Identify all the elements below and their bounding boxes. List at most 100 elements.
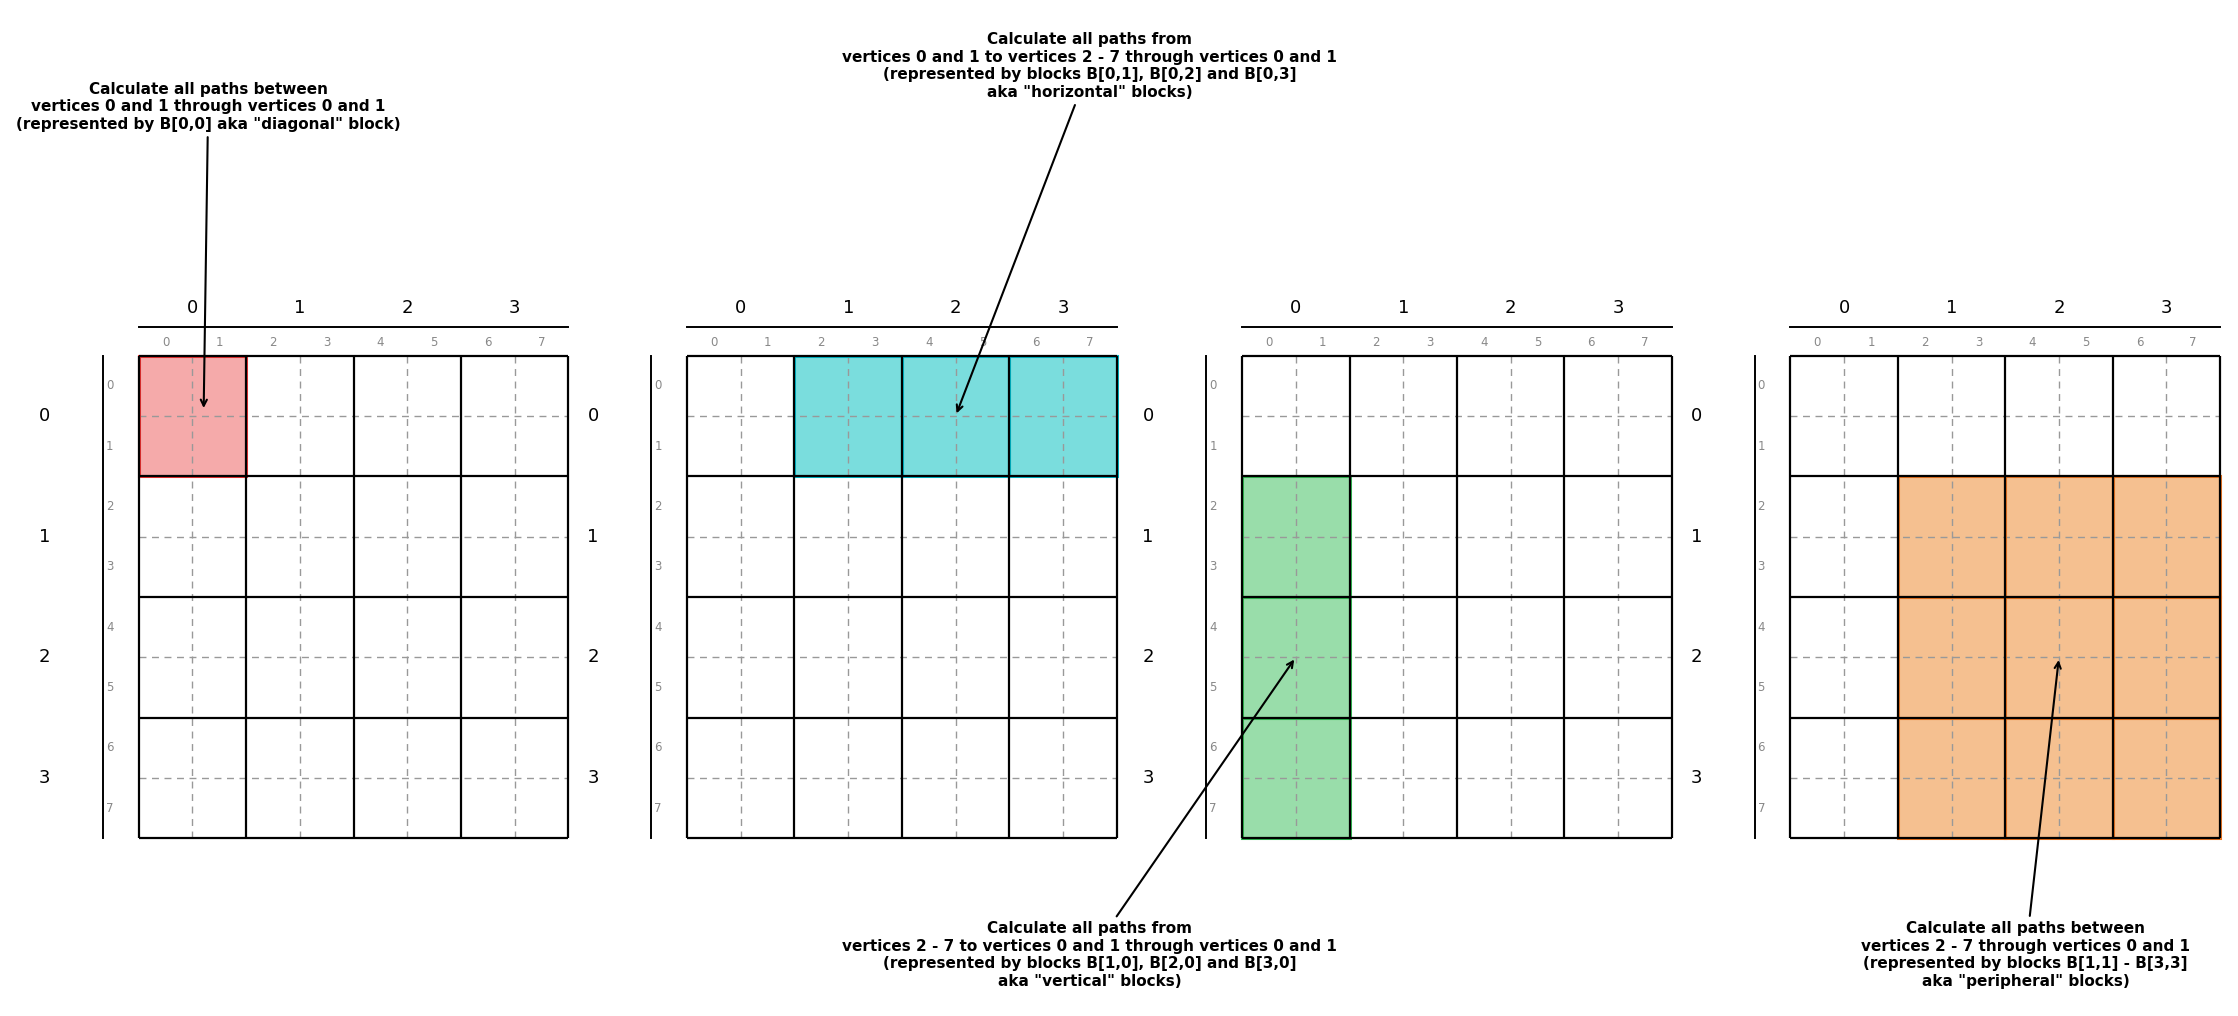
Bar xyxy=(2113,717,2220,838)
Text: 4: 4 xyxy=(1757,621,1766,634)
Text: 4: 4 xyxy=(2028,336,2037,350)
Text: 7: 7 xyxy=(2189,336,2198,350)
Text: 1: 1 xyxy=(38,527,51,546)
Text: 4: 4 xyxy=(376,336,385,350)
Text: 2: 2 xyxy=(1372,336,1381,350)
Text: 7: 7 xyxy=(653,802,662,815)
Text: 0: 0 xyxy=(1289,299,1303,317)
Text: 0: 0 xyxy=(105,379,114,392)
Text: 0: 0 xyxy=(586,407,600,425)
Text: 1: 1 xyxy=(215,336,224,350)
Bar xyxy=(1242,477,1350,597)
Text: 0: 0 xyxy=(1837,299,1851,317)
Text: 5: 5 xyxy=(1757,681,1766,694)
Text: 2: 2 xyxy=(1690,648,1703,666)
Text: 2: 2 xyxy=(1920,336,1929,350)
Text: 0: 0 xyxy=(38,407,51,425)
Text: 0: 0 xyxy=(161,336,170,350)
Bar xyxy=(2113,477,2220,597)
Text: 0: 0 xyxy=(186,299,199,317)
Text: 3: 3 xyxy=(1056,299,1070,317)
Text: 5: 5 xyxy=(978,336,987,350)
Text: 5: 5 xyxy=(653,681,662,694)
Text: 6: 6 xyxy=(483,336,492,350)
Text: 2: 2 xyxy=(38,648,51,666)
Text: 1: 1 xyxy=(1318,336,1327,350)
Bar xyxy=(139,356,246,477)
Text: 3: 3 xyxy=(1690,769,1703,786)
Bar xyxy=(902,356,1009,477)
Text: 6: 6 xyxy=(105,742,114,754)
Text: 0: 0 xyxy=(1209,379,1217,392)
Text: 6: 6 xyxy=(653,742,662,754)
Text: 2: 2 xyxy=(1209,500,1217,513)
Bar xyxy=(1898,477,2005,597)
Text: 2: 2 xyxy=(949,299,962,317)
Bar xyxy=(2005,477,2113,597)
Bar xyxy=(2005,477,2113,597)
Bar xyxy=(2005,597,2113,717)
Bar xyxy=(902,356,1009,477)
Text: 2: 2 xyxy=(1504,299,1517,317)
Text: 5: 5 xyxy=(105,681,114,694)
Bar xyxy=(1898,597,2005,717)
Text: 3: 3 xyxy=(653,560,662,573)
Text: 0: 0 xyxy=(1690,407,1703,425)
Bar xyxy=(2113,477,2220,597)
Text: 2: 2 xyxy=(653,500,662,513)
Text: 1: 1 xyxy=(105,440,114,452)
Text: 2: 2 xyxy=(817,336,826,350)
Text: 1: 1 xyxy=(1690,527,1703,546)
Text: 4: 4 xyxy=(1479,336,1488,350)
Bar xyxy=(139,356,246,477)
Text: Calculate all paths between
vertices 0 and 1 through vertices 0 and 1
(represent: Calculate all paths between vertices 0 a… xyxy=(16,81,401,405)
Text: 0: 0 xyxy=(1757,379,1766,392)
Text: 5: 5 xyxy=(1209,681,1217,694)
Bar xyxy=(1009,356,1117,477)
Text: 3: 3 xyxy=(871,336,880,350)
Text: 0: 0 xyxy=(653,379,662,392)
Bar xyxy=(1242,477,1350,597)
Text: 0: 0 xyxy=(1264,336,1273,350)
Text: 3: 3 xyxy=(1141,769,1155,786)
Text: 7: 7 xyxy=(537,336,546,350)
Bar xyxy=(794,356,902,477)
Text: 1: 1 xyxy=(586,527,600,546)
Text: 3: 3 xyxy=(322,336,331,350)
Text: 0: 0 xyxy=(1141,407,1155,425)
Text: 3: 3 xyxy=(1209,560,1217,573)
Text: 3: 3 xyxy=(38,769,51,786)
Text: 1: 1 xyxy=(293,299,307,317)
Text: 7: 7 xyxy=(1640,336,1649,350)
Text: 5: 5 xyxy=(2081,336,2090,350)
Text: 7: 7 xyxy=(1085,336,1094,350)
Bar xyxy=(1242,717,1350,838)
Text: 3: 3 xyxy=(2160,299,2173,317)
Text: 3: 3 xyxy=(105,560,114,573)
Text: 1: 1 xyxy=(1397,299,1410,317)
Text: 4: 4 xyxy=(105,621,114,634)
Bar xyxy=(2113,717,2220,838)
Text: 1: 1 xyxy=(1141,527,1155,546)
Text: 2: 2 xyxy=(1141,648,1155,666)
Text: 2: 2 xyxy=(105,500,114,513)
Text: 2: 2 xyxy=(401,299,414,317)
Text: 3: 3 xyxy=(508,299,521,317)
Text: 0: 0 xyxy=(1813,336,1822,350)
Text: 7: 7 xyxy=(1209,802,1217,815)
Text: 1: 1 xyxy=(1866,336,1875,350)
Text: 3: 3 xyxy=(1757,560,1766,573)
Bar xyxy=(2005,717,2113,838)
Text: 1: 1 xyxy=(763,336,772,350)
Text: 6: 6 xyxy=(2135,336,2144,350)
Text: 1: 1 xyxy=(1209,440,1217,452)
Bar xyxy=(794,356,902,477)
Text: 7: 7 xyxy=(1757,802,1766,815)
Text: 5: 5 xyxy=(1533,336,1542,350)
Text: Calculate all paths between
vertices 2 - 7 through vertices 0 and 1
(represented: Calculate all paths between vertices 2 -… xyxy=(1860,662,2191,989)
Text: 3: 3 xyxy=(1426,336,1435,350)
Bar xyxy=(1898,597,2005,717)
Bar xyxy=(1898,477,2005,597)
Bar xyxy=(1009,356,1117,477)
Text: Calculate all paths from
vertices 0 and 1 to vertices 2 - 7 through vertices 0 a: Calculate all paths from vertices 0 and … xyxy=(841,33,1338,411)
